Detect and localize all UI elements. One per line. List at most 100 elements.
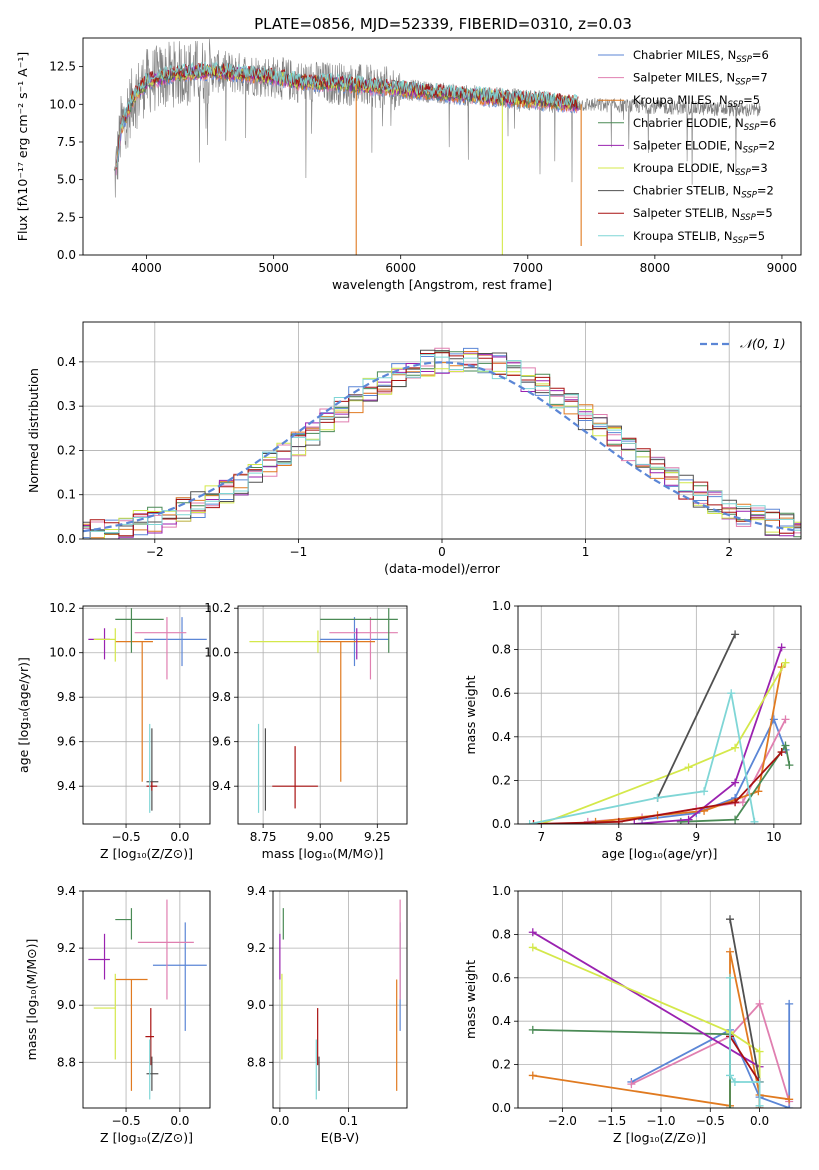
errorbar-point-7 (146, 781, 158, 791)
x-tick-label: 7 (537, 830, 545, 844)
legend-entry: Salpeter MILES, NSSP=7 (633, 71, 768, 88)
x-axis-label: wavelength [Angstrom, rest frame] (332, 277, 552, 292)
weight-marker (755, 1047, 764, 1056)
mass_vs_EBV-axes-frame (272, 890, 408, 1109)
massweight_vs_Z-plot-area (528, 915, 794, 1108)
y-tick-label: 10.0 (204, 646, 231, 660)
model-spectrum-8 (115, 60, 579, 168)
mass_vs_Z-panel: −0.5 0.0 8.8 9.0 9.2 9.4 Z [log₁₀(Z/Z⊙)] mass [… (24, 884, 211, 1145)
x-tick-label: −0.5 (111, 1114, 140, 1128)
x-tick-label: 4000 (131, 261, 162, 275)
figure-title: PLATE=0856, MJD=52339, FIBERID=0310, z=0… (254, 15, 632, 33)
weight-marker (731, 630, 740, 639)
y-tick-label: 0.8 (492, 927, 511, 941)
weight-marker (777, 748, 786, 757)
x-tick-label: 8000 (640, 261, 671, 275)
residuals-panel: −2 −1 0 1 2 0.0 0.1 0.2 0.3 0.4 (data-model)/error… (26, 321, 802, 576)
legend-entry: Kroupa MILES, NSSP=5 (633, 93, 760, 110)
x-tick-label: −1.5 (597, 1114, 626, 1128)
age_vs_Z-panel: −0.5 0.0 9.4 9.6 9.8 10.0 10.2 Z [log₁₀(Z/Z⊙)] a… (16, 601, 211, 861)
legend-entry: 𝒩(0, 1) (740, 336, 786, 351)
errorbar-point-6 (146, 728, 159, 811)
y-tick-label: 9.8 (212, 690, 231, 704)
age_vs_mass-axes-frame (237, 605, 408, 825)
x-tick-label: 9 (693, 830, 701, 844)
x-tick-label: 9000 (767, 261, 798, 275)
normal-reference-curve (83, 361, 799, 533)
weight-marker (528, 1025, 537, 1034)
legend-entry: Kroupa STELIB, NSSP=5 (633, 229, 765, 246)
weight-marker (614, 817, 623, 824)
errorbar-point-1 (329, 617, 398, 680)
y-tick-label: 0.4 (492, 730, 511, 744)
y-axis-label: age [log₁₀(age/yr)] (16, 657, 31, 773)
weight-marker (684, 763, 693, 772)
y-axis-label: mass weight (463, 960, 478, 1039)
massweight_vs_age-plot-area (525, 630, 794, 824)
y-tick-label: 7.5 (57, 135, 76, 149)
spectrum-panel: 4000 5000 6000 7000 8000 9000 0.0 2.5 5.0 7.5 10.0… (15, 37, 802, 292)
weight-marker (676, 817, 685, 824)
y-tick-label: 0.8 (492, 643, 511, 657)
errorbar-point-5 (93, 628, 116, 662)
weight-marker (781, 741, 790, 750)
weight-marker (781, 658, 790, 667)
x-tick-label: 0.1 (339, 1114, 358, 1128)
massweight_vs_Z-axes-frame (517, 890, 802, 1109)
weight-marker (785, 761, 794, 770)
histogram-8 (83, 354, 801, 539)
x-tick-label: 7000 (513, 261, 544, 275)
weight-marker (785, 999, 794, 1008)
y-tick-label: 9.4 (57, 884, 76, 898)
weight-marker (528, 928, 537, 937)
weight-line-6 (656, 633, 736, 799)
mass_vs_EBV-plot-area (279, 899, 401, 1100)
x-axis-label: mass [log₁₀(M/M⊙)] (262, 846, 384, 861)
massweight_vs_Z-panel: −2.0 −1.5 −1.0 −0.5 0.0 0.0 0.2 0.4 0.6 0.8 1.0 Z [… (463, 884, 802, 1145)
weight-line-0 (641, 717, 787, 821)
x-tick-label: −2 (146, 545, 164, 559)
weight-line-3 (680, 743, 791, 823)
x-axis-label: Z [log₁₀(Z/Z⊙)] (100, 1130, 193, 1145)
errorbar-point-7 (272, 746, 318, 809)
y-tick-label: 9.2 (57, 941, 76, 955)
weight-marker (528, 943, 537, 952)
x-tick-label: 0 (438, 545, 446, 559)
y-tick-label: 10.2 (204, 601, 231, 615)
y-tick-label: 9.2 (247, 941, 266, 955)
y-tick-label: 0.2 (492, 1058, 511, 1072)
y-axis-label: Normed distribution (26, 368, 41, 493)
weight-marker (738, 798, 747, 807)
weight-marker (684, 815, 693, 824)
weight-marker (726, 915, 735, 924)
y-tick-label: 1.0 (492, 884, 511, 898)
y-axis-label: Flux [fλ10⁻¹⁷ erg cm⁻² s⁻¹ A⁻¹] (15, 52, 30, 241)
weight-line-4 (532, 931, 761, 1068)
y-tick-label: 5.0 (57, 173, 76, 187)
y-tick-label: 0.0 (57, 532, 76, 546)
weight-marker (726, 947, 735, 956)
errorbar-point-7 (145, 1008, 155, 1066)
age_vs_mass-panel: 8.75 9.00 9.25 9.4 9.6 9.8 10.0 10.2 mass [log₁₀… (204, 601, 408, 861)
weight-marker (627, 1080, 636, 1089)
x-tick-label: 9.25 (364, 830, 391, 844)
weight-line-6 (729, 919, 761, 1083)
weight-marker (754, 787, 763, 796)
y-tick-label: 8.8 (247, 1055, 266, 1069)
weight-marker (726, 1104, 735, 1108)
x-axis-label: E(B-V) (321, 1130, 360, 1145)
x-tick-label: 0.0 (170, 1114, 189, 1128)
weight-marker (726, 973, 735, 982)
weight-marker (525, 820, 534, 824)
y-tick-label: 0.6 (492, 971, 511, 985)
errorbar-point-4 (88, 628, 110, 660)
weight-marker (731, 778, 740, 787)
weight-line-7 (533, 751, 783, 824)
y-tick-label: 9.6 (57, 735, 76, 749)
errorbar-point-6 (146, 1056, 159, 1091)
x-tick-label: −0.5 (696, 1114, 725, 1128)
weight-line-2 (595, 666, 783, 823)
errorbar-point-1 (134, 617, 187, 680)
weight-marker (529, 820, 538, 824)
